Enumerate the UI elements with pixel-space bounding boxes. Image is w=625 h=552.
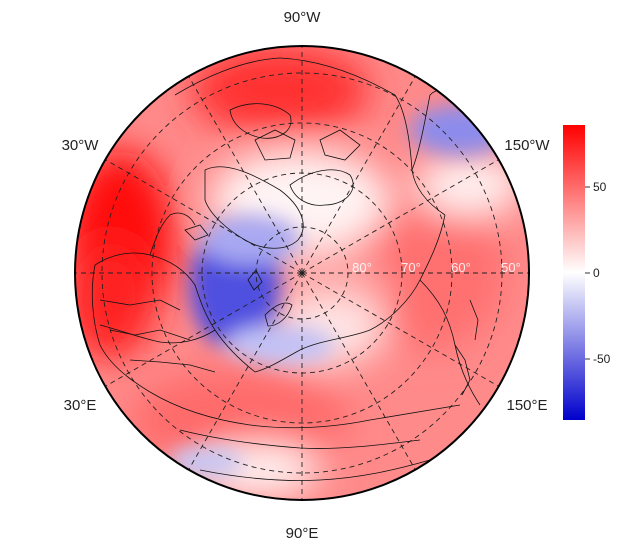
colorbar: 50 0 -50 xyxy=(563,125,611,420)
lon-label-top: 90°W xyxy=(284,9,322,26)
lat-label-50: 50° xyxy=(501,260,521,275)
lat-label-60: 60° xyxy=(451,260,471,275)
graticule xyxy=(75,46,529,500)
colorbar-gradient xyxy=(563,125,585,420)
lon-label-lower-left: 30°E xyxy=(64,397,97,414)
lon-label-upper-left: 30°W xyxy=(62,137,100,154)
colorbar-tick-minus-50: -50 xyxy=(593,352,611,366)
colorbar-tick-50: 50 xyxy=(593,180,607,194)
lat-label-80: 80° xyxy=(352,260,372,275)
lon-label-lower-right: 150°E xyxy=(506,397,547,414)
lon-label-bottom: 90°E xyxy=(286,525,319,542)
coastline-outline xyxy=(91,57,481,481)
circular-boundary xyxy=(74,45,530,501)
lat-label-70: 70° xyxy=(401,260,421,275)
colorbar-tick-0: 0 xyxy=(593,266,600,280)
lon-label-upper-right: 150°W xyxy=(504,137,550,154)
anomaly-field xyxy=(75,46,529,500)
